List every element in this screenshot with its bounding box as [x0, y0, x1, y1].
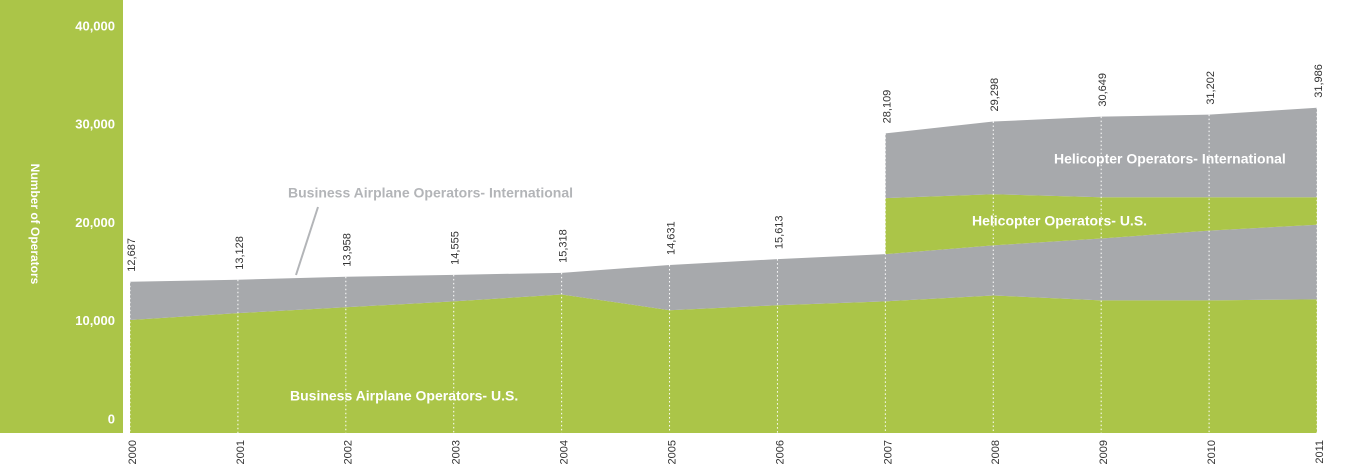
x-tick-label: 2004 — [559, 440, 571, 464]
total-label: 14,631 — [665, 221, 677, 255]
y-tick-label: 0 — [108, 411, 115, 426]
x-tick-label: 2006 — [774, 440, 786, 464]
total-label: 29,298 — [989, 78, 1001, 112]
y-tick-label: 10,000 — [75, 313, 115, 328]
series-label: Business Airplane Operators- Internation… — [288, 185, 573, 201]
x-tick-label: 2005 — [666, 440, 678, 464]
area — [130, 294, 1317, 433]
leader-line — [295, 206, 319, 276]
x-tick-label: 2007 — [882, 440, 894, 464]
series-label: Helicopter Operators- International — [1054, 151, 1286, 167]
x-tick-label: 2002 — [343, 440, 355, 464]
total-label: 15,613 — [773, 215, 785, 249]
y-tick-label: 20,000 — [75, 215, 115, 230]
total-label: 31,986 — [1313, 64, 1325, 98]
total-label: 14,555 — [450, 231, 462, 265]
x-tick-label: 2003 — [451, 440, 463, 464]
total-label: 13,958 — [342, 233, 354, 267]
total-label: 12,687 — [126, 238, 138, 272]
total-label: 31,202 — [1205, 71, 1217, 105]
x-tick-label: 2001 — [235, 440, 247, 464]
total-label: 15,318 — [558, 229, 570, 263]
x-tick-label: 2010 — [1206, 440, 1218, 464]
x-tick-label: 2009 — [1098, 440, 1110, 464]
area — [130, 224, 1317, 321]
total-label: 13,128 — [234, 236, 246, 270]
y-tick-label: 30,000 — [75, 117, 115, 132]
total-label: 30,649 — [1097, 73, 1109, 107]
y-axis-label: Number of Operators — [28, 164, 42, 285]
series-label: Helicopter Operators- U.S. — [972, 213, 1147, 229]
x-tick-label: 2011 — [1314, 440, 1326, 464]
y-tick-label: 40,000 — [75, 18, 115, 33]
x-tick-label: 2008 — [990, 440, 1002, 464]
area — [885, 194, 1317, 255]
x-tick-label: 2000 — [127, 440, 139, 464]
series-label: Business Airplane Operators- U.S. — [290, 388, 518, 404]
total-label: 28,109 — [881, 90, 893, 124]
y-axis-band — [0, 0, 123, 433]
